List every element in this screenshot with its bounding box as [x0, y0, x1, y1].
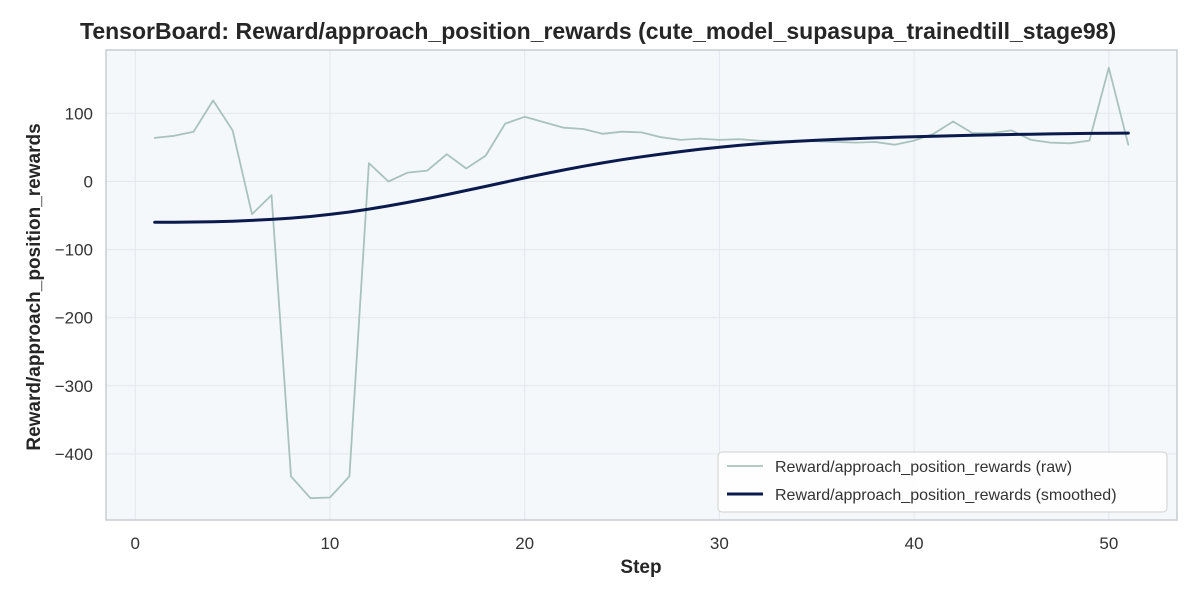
plot-area	[106, 50, 1177, 520]
x-tick-label: 50	[1099, 534, 1118, 553]
tick-labels: 0 10 20 30 40 50 −400 −300 −200 −100 0 100	[55, 104, 1119, 553]
series-layer	[153, 66, 1130, 500]
x-tick-label: 40	[905, 534, 924, 553]
x-tick-label: 0	[130, 534, 139, 553]
series-smoothed-line	[153, 131, 1130, 224]
y-tick-label: −400	[55, 445, 93, 464]
y-tick-label: −200	[55, 309, 93, 328]
y-tick-label: −100	[55, 241, 93, 260]
chart-title: TensorBoard: Reward/approach_position_re…	[80, 18, 1117, 44]
y-tick-label: 0	[84, 172, 93, 191]
x-tick-label: 10	[320, 534, 339, 553]
y-tick-label: −300	[55, 377, 93, 396]
series-raw-line	[153, 66, 1130, 500]
legend: Reward/approach_position_rewards (raw) R…	[717, 451, 1168, 513]
legend-label-raw: Reward/approach_position_rewards (raw)	[775, 459, 1072, 476]
x-tick-label: 30	[710, 534, 729, 553]
x-axis-label: Step	[620, 557, 661, 578]
x-tick-label: 20	[515, 534, 534, 553]
legend-box	[717, 451, 1168, 513]
y-axis-label: Reward/approach_position_rewards	[24, 123, 45, 450]
legend-label-smoothed: Reward/approach_position_rewards (smooth…	[775, 487, 1117, 504]
plot-frame	[105, 49, 1178, 521]
y-tick-label: 100	[65, 104, 93, 123]
